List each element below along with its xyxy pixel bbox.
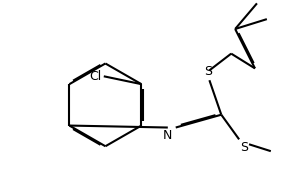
Text: N: N	[163, 129, 173, 142]
Text: S: S	[204, 65, 212, 78]
Text: Cl: Cl	[90, 70, 102, 83]
Text: S: S	[240, 141, 248, 154]
